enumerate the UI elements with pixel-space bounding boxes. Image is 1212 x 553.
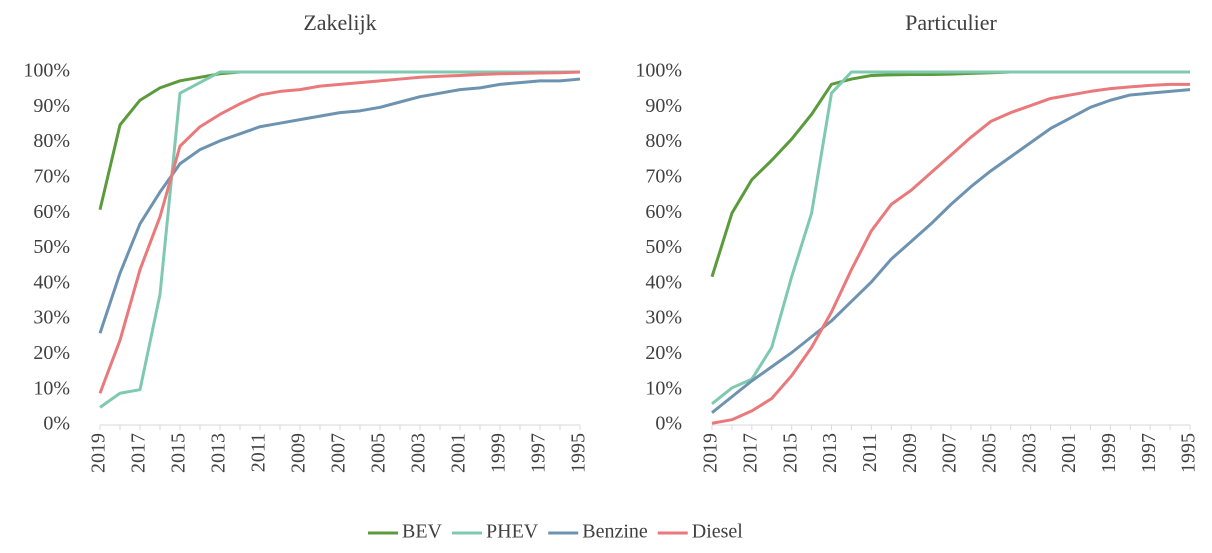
y-tick-label: 100% — [635, 60, 682, 82]
y-tick-label: 10% — [645, 377, 682, 399]
legend-label: BEV — [402, 521, 443, 543]
x-tick-label: 2013 — [819, 433, 841, 473]
x-tick-label: 2019 — [700, 433, 722, 473]
x-tick-label: 2011 — [248, 433, 270, 472]
legend-label: Diesel — [692, 521, 744, 543]
y-tick-label: 60% — [33, 201, 70, 223]
x-tick-label: 1997 — [528, 433, 550, 473]
y-tick-label: 70% — [33, 165, 70, 187]
legend-label: Benzine — [582, 521, 648, 543]
x-tick-label: 2001 — [448, 433, 470, 473]
x-tick-label: 2005 — [978, 433, 1000, 473]
legend-item: Benzine — [548, 521, 648, 543]
x-tick-label: 2003 — [1018, 433, 1040, 473]
y-tick-label: 20% — [33, 342, 70, 364]
legend-item: PHEV — [452, 521, 539, 543]
x-tick-label: 1999 — [1098, 433, 1120, 473]
x-tick-label: 2013 — [208, 433, 230, 473]
legend-item: BEV — [368, 521, 443, 543]
y-tick-label: 20% — [645, 342, 682, 364]
chart-title: Particulier — [905, 10, 997, 35]
legend-label: PHEV — [486, 521, 539, 543]
x-tick-label: 1999 — [488, 433, 510, 473]
y-tick-label: 50% — [645, 236, 682, 258]
x-tick-label: 2005 — [368, 433, 390, 473]
x-tick-label: 1995 — [1178, 433, 1200, 473]
series-line — [98, 77, 581, 334]
x-tick-label: 2015 — [168, 433, 190, 473]
y-tick-label: 80% — [645, 130, 682, 152]
x-tick-label: 2017 — [128, 433, 150, 473]
y-tick-label: 0% — [655, 413, 682, 435]
y-tick-label: 90% — [33, 95, 70, 117]
y-tick-label: 40% — [33, 271, 70, 293]
y-tick-label: 60% — [645, 201, 682, 223]
x-tick-label: 2009 — [288, 433, 310, 473]
y-tick-label: 50% — [33, 236, 70, 258]
x-tick-label: 2001 — [1058, 433, 1080, 473]
x-tick-label: 2007 — [328, 433, 350, 473]
legend-item: Diesel — [657, 521, 744, 543]
y-tick-label: 70% — [645, 165, 682, 187]
series-line — [711, 82, 1190, 425]
series-line — [98, 70, 580, 211]
series-line — [99, 70, 580, 409]
x-tick-label: 2015 — [779, 433, 801, 473]
series-line — [98, 70, 581, 394]
x-tick-label: 2017 — [739, 433, 761, 473]
x-tick-label: 1997 — [1138, 433, 1160, 473]
x-tick-label: 1995 — [568, 433, 590, 473]
x-tick-label: 2011 — [859, 433, 881, 472]
y-tick-label: 100% — [23, 60, 70, 82]
x-tick-label: 2009 — [899, 433, 921, 473]
x-tick-label: 2003 — [408, 433, 430, 473]
chart-title: Zakelijk — [303, 10, 376, 35]
y-tick-label: 80% — [33, 130, 70, 152]
series-line — [711, 88, 1191, 414]
y-tick-label: 40% — [645, 271, 682, 293]
y-tick-label: 30% — [645, 307, 682, 329]
series-line — [710, 70, 1190, 278]
x-tick-label: 2019 — [88, 433, 110, 473]
y-tick-label: 0% — [43, 413, 70, 435]
y-tick-label: 30% — [33, 307, 70, 329]
series-line — [711, 70, 1190, 405]
y-tick-label: 10% — [33, 377, 70, 399]
y-tick-label: 90% — [645, 95, 682, 117]
x-tick-label: 2007 — [939, 433, 961, 473]
